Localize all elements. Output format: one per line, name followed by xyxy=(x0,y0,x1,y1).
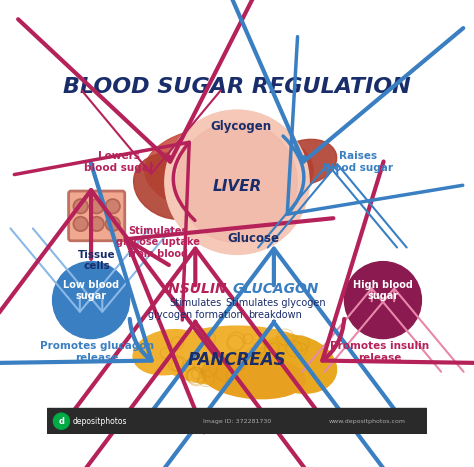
Text: www.depositphotos.com: www.depositphotos.com xyxy=(329,419,406,424)
Circle shape xyxy=(345,262,421,339)
Text: BLOOD SUGAR REGULATION: BLOOD SUGAR REGULATION xyxy=(63,77,411,97)
Text: Glycogen: Glycogen xyxy=(210,120,272,133)
Text: d: d xyxy=(58,417,64,426)
Text: PANCREAS: PANCREAS xyxy=(188,351,286,369)
Circle shape xyxy=(165,110,309,255)
Circle shape xyxy=(90,199,104,213)
Text: Glucose: Glucose xyxy=(227,232,279,245)
Text: Stimulates
glycogen formation: Stimulates glycogen formation xyxy=(148,298,243,320)
Text: GLUCAGON: GLUCAGON xyxy=(232,282,319,296)
Text: Image ID: 372281730: Image ID: 372281730 xyxy=(203,419,271,424)
Text: High blood
sugar: High blood sugar xyxy=(353,280,413,301)
Circle shape xyxy=(106,217,120,231)
Circle shape xyxy=(106,199,120,213)
Circle shape xyxy=(53,262,129,339)
Circle shape xyxy=(90,217,104,231)
Text: Promotes glucagon
release: Promotes glucagon release xyxy=(40,341,154,363)
Circle shape xyxy=(73,199,88,213)
Text: Lowers
blood sugar: Lowers blood sugar xyxy=(84,151,154,173)
Text: Tissue
cells: Tissue cells xyxy=(78,249,116,271)
Text: Stimulates
glucose uptake
from blood: Stimulates glucose uptake from blood xyxy=(116,226,200,259)
Ellipse shape xyxy=(258,335,337,393)
Text: LIVER: LIVER xyxy=(212,179,262,194)
FancyBboxPatch shape xyxy=(69,191,125,241)
Text: depositphotos: depositphotos xyxy=(73,417,127,426)
Ellipse shape xyxy=(157,326,317,386)
Ellipse shape xyxy=(273,139,337,185)
Ellipse shape xyxy=(145,126,313,214)
Ellipse shape xyxy=(133,330,205,375)
Text: Raises
blood sugar: Raises blood sugar xyxy=(323,151,393,173)
Bar xyxy=(47,408,427,434)
Ellipse shape xyxy=(201,354,305,399)
Text: Low blood
sugar: Low blood sugar xyxy=(63,280,119,301)
Ellipse shape xyxy=(134,153,212,219)
Text: Stimulates glycogen
breakdown: Stimulates glycogen breakdown xyxy=(226,298,325,320)
Text: Promotes insulin
release: Promotes insulin release xyxy=(330,341,429,363)
Circle shape xyxy=(54,413,69,429)
Text: INSULIN: INSULIN xyxy=(164,282,227,296)
Circle shape xyxy=(177,122,297,242)
Circle shape xyxy=(73,217,88,231)
